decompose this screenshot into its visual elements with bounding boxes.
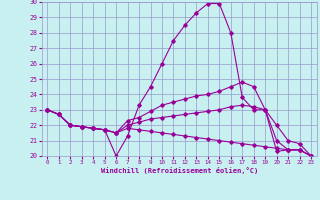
X-axis label: Windchill (Refroidissement éolien,°C): Windchill (Refroidissement éolien,°C)	[100, 167, 258, 174]
